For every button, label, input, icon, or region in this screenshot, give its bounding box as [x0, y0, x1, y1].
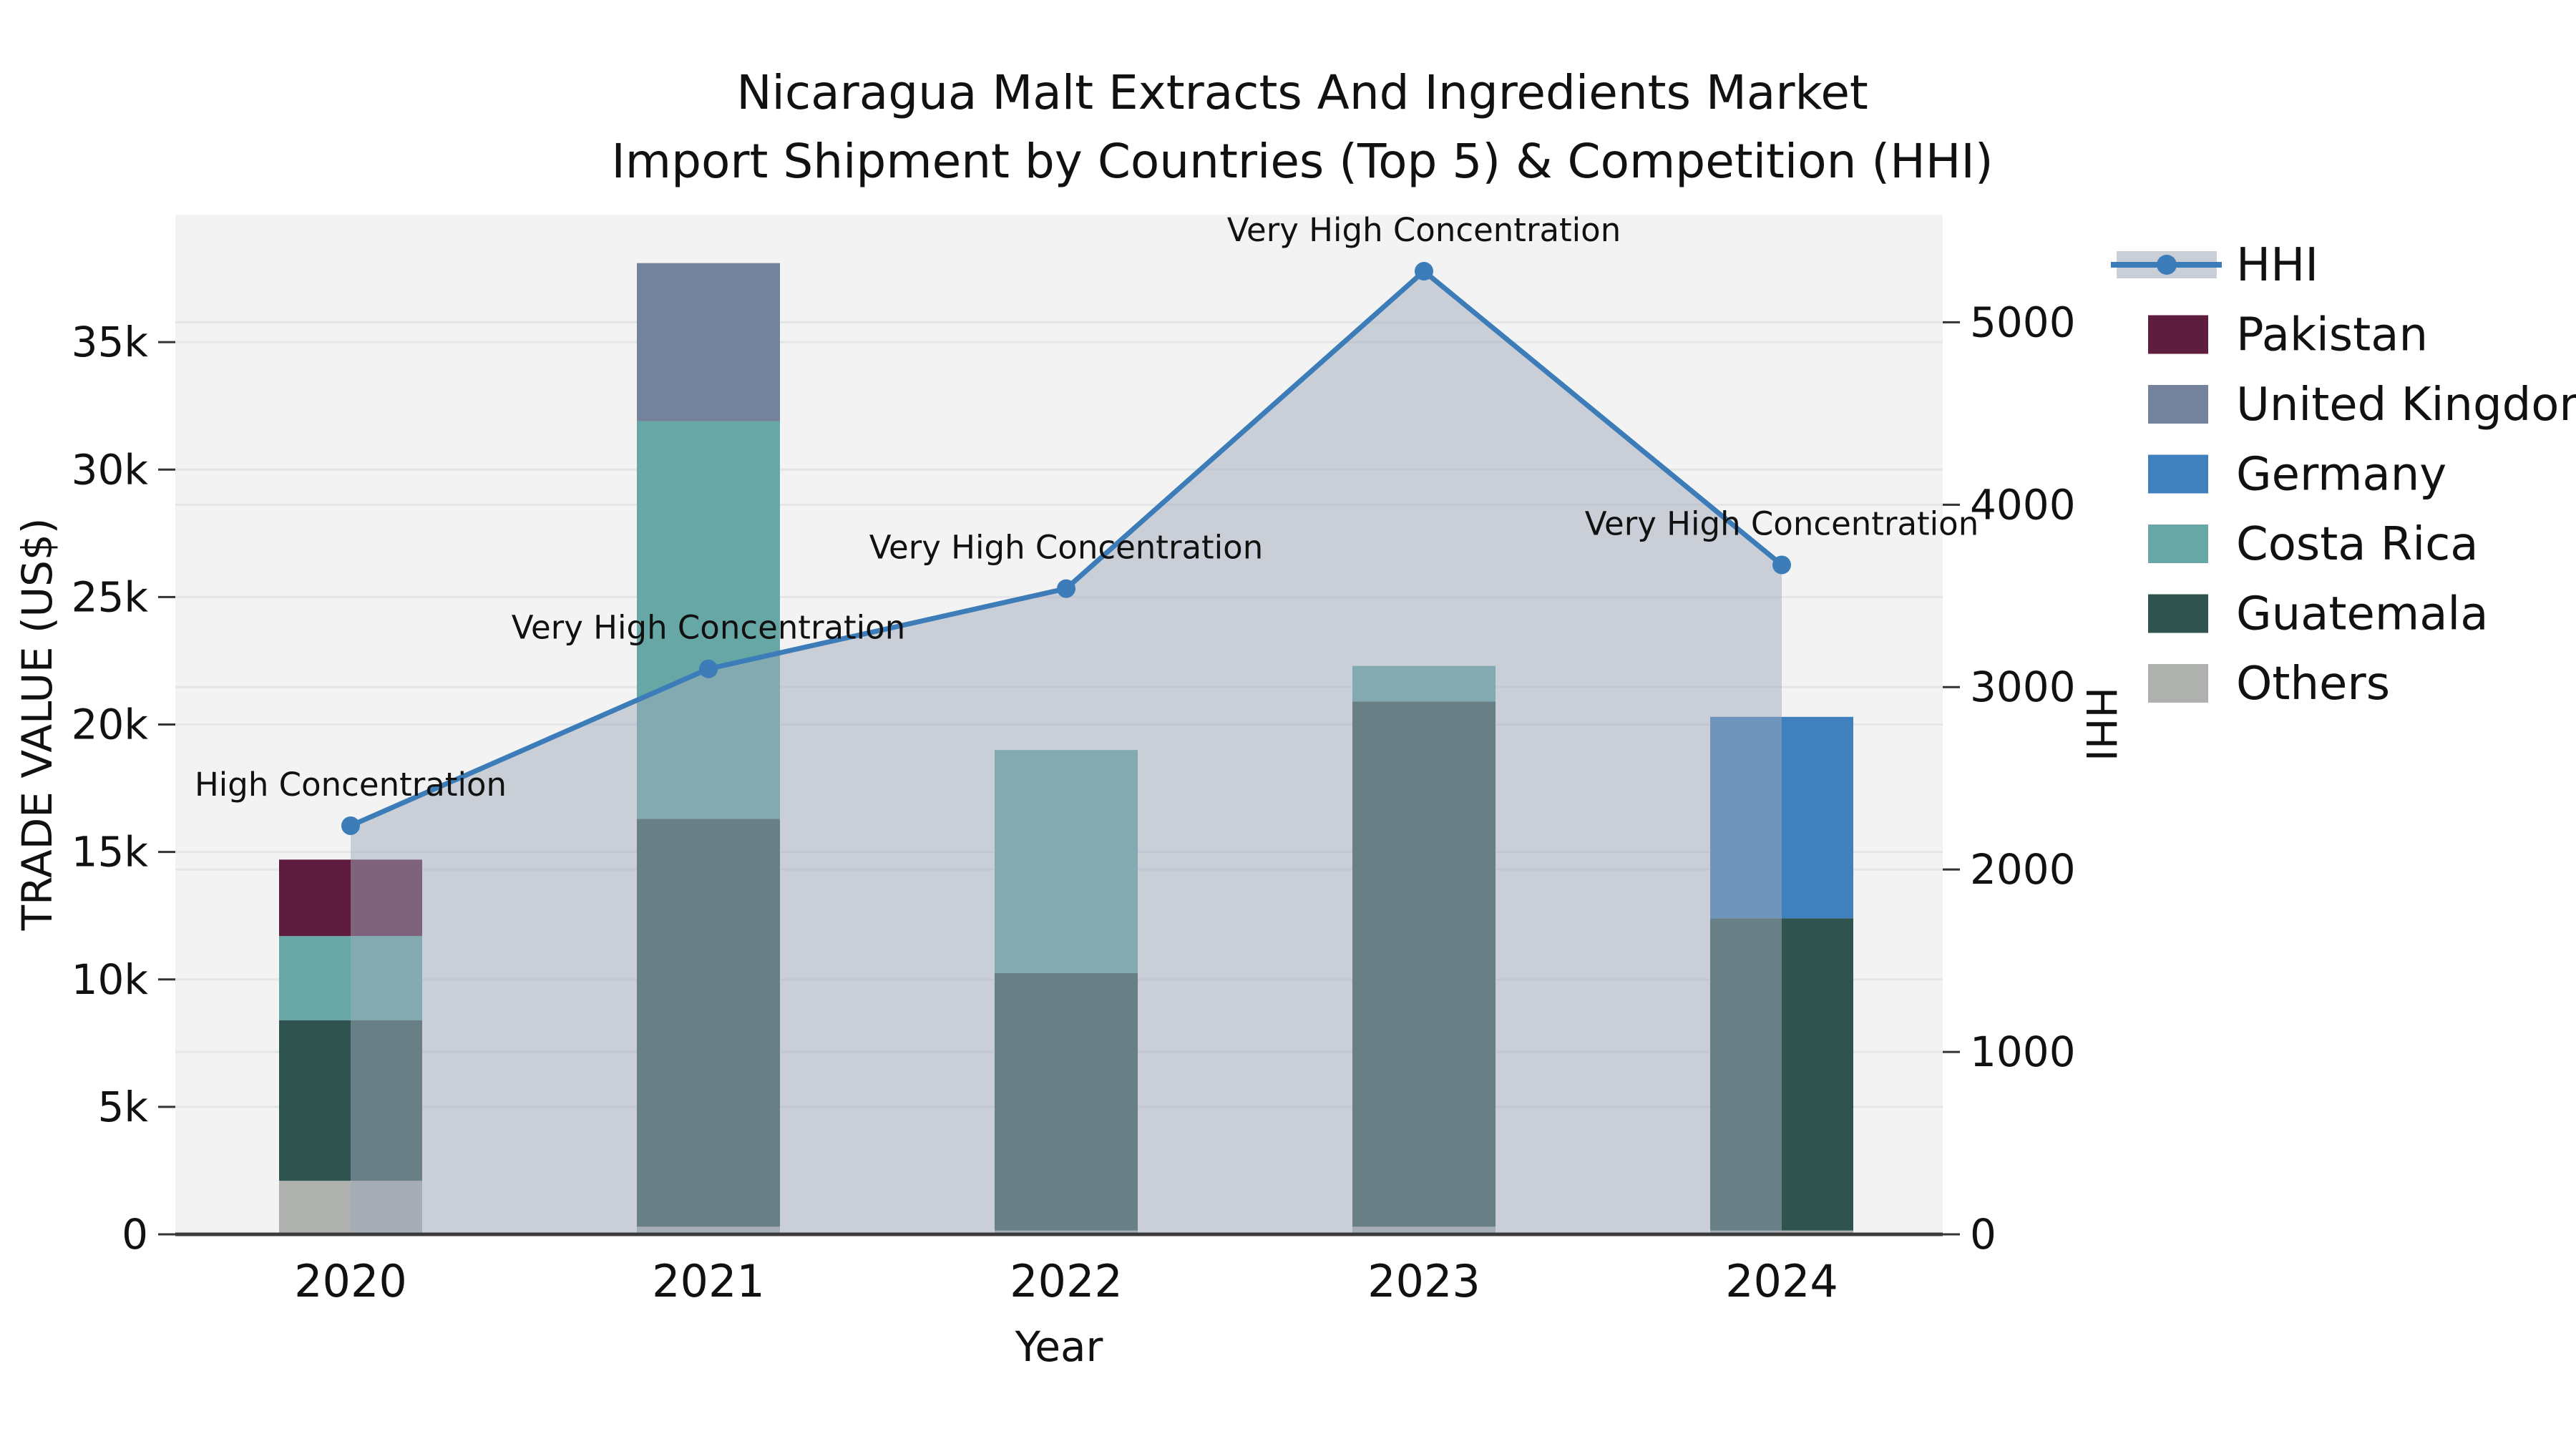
right-tick-label-2000: 2000: [1970, 845, 2076, 894]
chart-title-line2: Import Shipment by Countries (Top 5) & C…: [611, 134, 1993, 189]
legend-item-united-kingdom: United Kingdom: [2148, 379, 2576, 431]
legend-item-guatemala: Guatemala: [2148, 588, 2488, 641]
x-tick-label-2021: 2021: [652, 1255, 765, 1307]
legend-hhi-marker-icon: [2157, 255, 2177, 275]
bar-segment-united-kingdom-2021: [637, 263, 780, 421]
left-tick-label-30000: 30k: [72, 445, 149, 494]
legend-item-germany: Germany: [2148, 449, 2446, 502]
left-tick-label-35000: 35k: [72, 318, 149, 366]
annotation-2023: Very High Concentration: [1227, 211, 1621, 249]
left-tick-label-0: 0: [122, 1210, 148, 1259]
legend-label-guatemala: Guatemala: [2236, 588, 2488, 641]
y2-axis-title: HHI: [2077, 687, 2125, 761]
legend-swatch-costa-rica: [2148, 525, 2208, 563]
hhi-marker-2022: [1057, 579, 1075, 598]
x-axis-title: Year: [1015, 1322, 1103, 1371]
right-tick-label-3000: 3000: [1970, 663, 2076, 711]
left-tick-label-5000: 5k: [98, 1083, 149, 1131]
hhi-area-fill: [351, 271, 1782, 1235]
chart-title-line1: Nicaragua Malt Extracts And Ingredients …: [736, 65, 1868, 120]
hhi-marker-2021: [699, 659, 718, 678]
right-tick-label-1000: 1000: [1970, 1028, 2076, 1076]
legend-item-costa-rica: Costa Rica: [2148, 518, 2479, 571]
left-tick-label-10000: 10k: [72, 955, 149, 1004]
hhi-marker-2023: [1415, 262, 1433, 281]
hhi-marker-2020: [341, 816, 360, 835]
legend-label-costa-rica: Costa Rica: [2236, 518, 2479, 571]
x-tick-label-2022: 2022: [1010, 1255, 1123, 1307]
legend: HHI Pakistan United Kingdom Germany Costa Ri…: [2111, 239, 2576, 711]
legend-item-hhi: HHI: [2111, 239, 2318, 292]
annotation-2020: High Concentration: [195, 766, 507, 804]
annotation-2022: Very High Concentration: [869, 529, 1263, 567]
right-tick-label-5000: 5000: [1970, 298, 2076, 346]
left-tick-label-25000: 25k: [72, 572, 149, 621]
legend-label-pakistan: Pakistan: [2236, 309, 2428, 362]
left-tick-label-20000: 20k: [72, 701, 149, 749]
legend-swatch-germany: [2148, 454, 2208, 494]
legend-label-united-kingdom: United Kingdom: [2236, 379, 2576, 431]
x-tick-label-2023: 2023: [1367, 1255, 1480, 1307]
annotation-2021: Very High Concentration: [512, 609, 905, 647]
legend-label-others: Others: [2236, 658, 2390, 711]
left-tick-label-15000: 15k: [72, 828, 149, 877]
plot-area: High Concentration Very High Concentratio…: [72, 211, 2076, 1307]
x-tick-label-2020: 2020: [294, 1255, 407, 1307]
legend-item-pakistan: Pakistan: [2148, 309, 2428, 362]
y-axis-title: TRADE VALUE (US$): [13, 518, 62, 932]
right-tick-label-0: 0: [1970, 1210, 1996, 1259]
legend-swatch-others: [2148, 664, 2208, 703]
legend-swatch-united-kingdom: [2148, 385, 2208, 424]
legend-label-germany: Germany: [2236, 449, 2446, 502]
legend-label-hhi: HHI: [2236, 239, 2318, 292]
hhi-marker-2024: [1772, 555, 1791, 575]
legend-item-others: Others: [2148, 658, 2390, 711]
x-tick-label-2024: 2024: [1725, 1255, 1838, 1307]
annotation-2024: Very High Concentration: [1585, 504, 1979, 542]
right-tick-label-4000: 4000: [1970, 480, 2076, 529]
legend-swatch-pakistan: [2148, 315, 2208, 354]
legend-swatch-guatemala: [2148, 594, 2208, 633]
